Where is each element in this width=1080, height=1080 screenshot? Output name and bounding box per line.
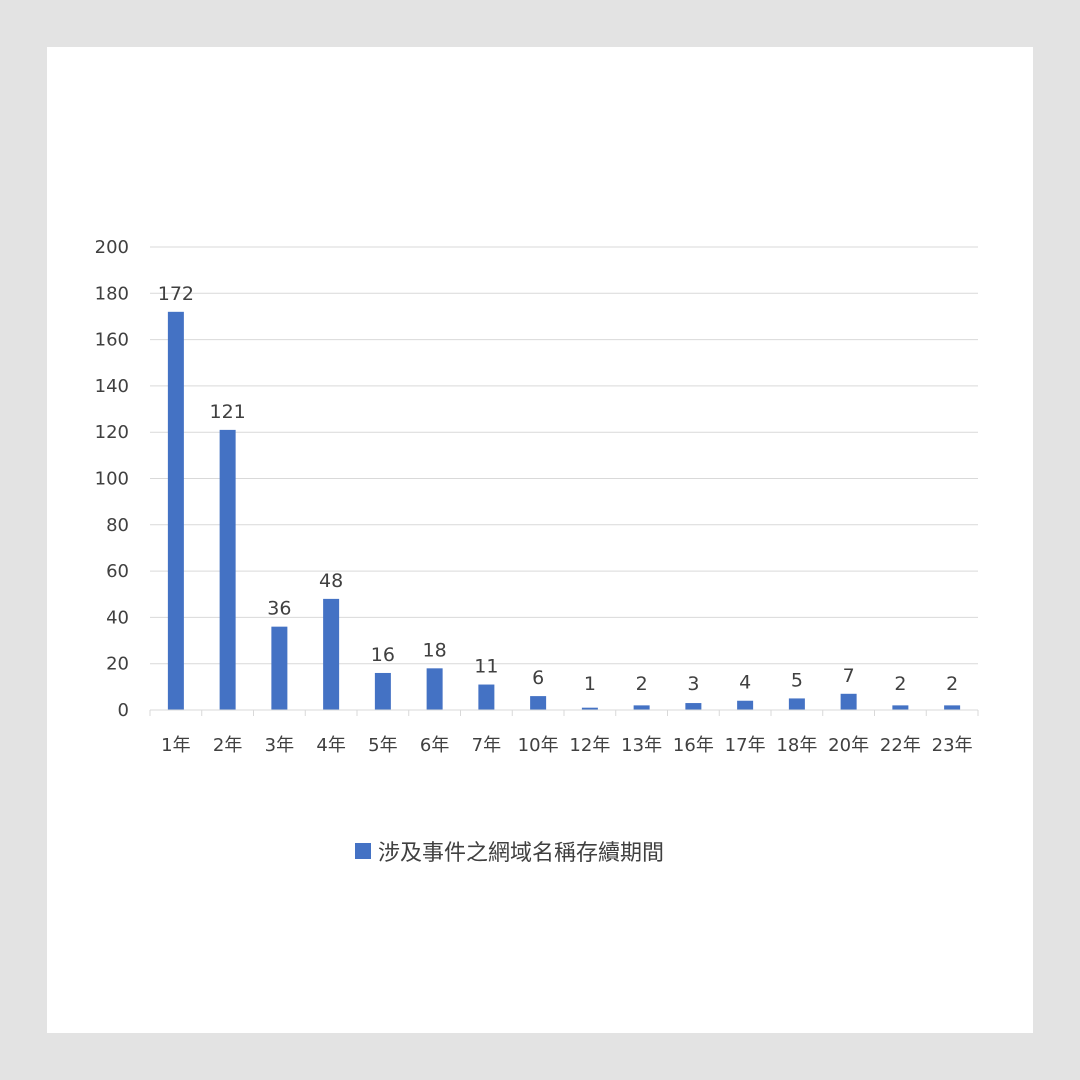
x-tick-label: 7年 — [472, 735, 501, 756]
y-tick-label: 80 — [106, 515, 129, 536]
bar — [788, 698, 805, 710]
y-tick-label: 40 — [106, 607, 129, 628]
data-label: 2 — [636, 673, 648, 695]
bar — [530, 696, 547, 710]
data-label: 6 — [532, 667, 544, 689]
x-tick-label: 5年 — [368, 735, 397, 756]
data-label: 7 — [843, 665, 855, 687]
data-label: 11 — [474, 656, 498, 678]
bar — [426, 668, 443, 710]
y-tick-label: 100 — [95, 469, 129, 490]
x-axis-category-labels: 1年 2年 3年 4年 5年 6年 7年 10年 12年 13年 16年 17年 18年 20年 22年 23… — [161, 735, 972, 756]
y-axis-tick-labels: 0 20 40 60 80 100 120 140 160 180 200 — [95, 237, 129, 721]
y-tick-label: 140 — [95, 376, 129, 397]
bar — [737, 700, 754, 710]
x-tick-label: 4年 — [316, 735, 345, 756]
bars — [167, 311, 961, 710]
x-tick-label: 18年 — [776, 735, 817, 756]
bar — [581, 707, 598, 710]
chart-card — [47, 47, 1033, 1033]
data-label: 48 — [319, 570, 343, 592]
x-tick-label: 10年 — [518, 735, 559, 756]
x-tick-label: 20年 — [828, 735, 869, 756]
bar — [167, 311, 184, 710]
x-axis — [149, 709, 979, 716]
x-tick-label: 1年 — [161, 735, 190, 756]
x-tick-label: 3年 — [265, 735, 294, 756]
x-tick-label: 12年 — [569, 735, 610, 756]
bar — [219, 429, 236, 710]
data-label: 3 — [687, 673, 699, 695]
legend-label: 涉及事件之網域名稱存續期間 — [378, 841, 664, 866]
bar — [323, 598, 340, 710]
y-tick-label: 180 — [95, 283, 129, 304]
y-tick-label: 60 — [106, 561, 129, 582]
bar — [374, 672, 391, 710]
legend-swatch — [355, 843, 371, 859]
bar — [633, 705, 650, 710]
y-tick-label: 20 — [106, 654, 129, 675]
x-tick-label: 16年 — [673, 735, 714, 756]
y-tick-label: 160 — [95, 330, 129, 351]
data-label: 1 — [584, 673, 596, 695]
data-labels: 172 121 36 48 16 18 11 6 1 2 3 4 5 7 2 2 — [158, 283, 958, 695]
x-tick-label: 6年 — [420, 735, 449, 756]
data-label: 4 — [739, 672, 751, 694]
data-label: 18 — [423, 639, 447, 661]
x-tick-label: 17年 — [725, 735, 766, 756]
legend: 涉及事件之網域名稱存續期間 — [355, 841, 664, 866]
data-label: 2 — [946, 673, 958, 695]
data-label: 172 — [158, 283, 194, 305]
bar — [685, 703, 702, 710]
x-tick-label: 13年 — [621, 735, 662, 756]
bar — [944, 705, 961, 710]
gridlines — [150, 246, 978, 665]
data-label: 5 — [791, 669, 803, 691]
y-tick-label: 0 — [118, 700, 129, 721]
y-tick-label: 200 — [95, 237, 129, 258]
data-label: 2 — [894, 673, 906, 695]
data-label: 36 — [267, 598, 291, 620]
bar — [271, 626, 288, 710]
x-tick-label: 23年 — [932, 735, 973, 756]
data-label: 16 — [371, 644, 395, 666]
y-tick-label: 120 — [95, 422, 129, 443]
x-tick-label: 22年 — [880, 735, 921, 756]
bar — [478, 684, 495, 710]
bar — [840, 693, 857, 710]
x-tick-label: 2年 — [213, 735, 242, 756]
bar — [892, 705, 909, 710]
data-label: 121 — [209, 401, 245, 423]
